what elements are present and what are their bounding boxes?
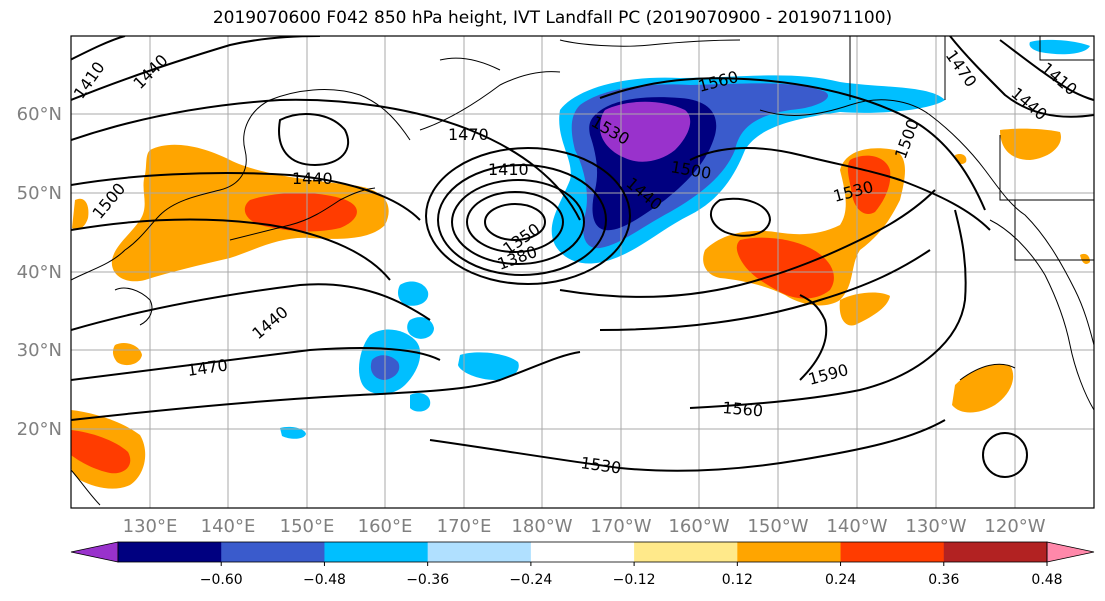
colorbar-tick-label: −0.36 xyxy=(406,572,449,588)
map-frame xyxy=(70,35,1095,509)
colorbar-extend-left xyxy=(70,541,119,563)
colorbar-box xyxy=(530,542,635,562)
lon-tick-label: 180°W xyxy=(511,516,572,537)
colorbar-labels: −0.60 −0.48 −0.36 −0.24 −0.12 0.12 0.24 0.36 0.4… xyxy=(200,562,1063,588)
coastlines xyxy=(71,36,1094,506)
lat-tick-label: 20°N xyxy=(17,419,62,440)
lat-tick-label: 40°N xyxy=(17,262,62,283)
colorbar-box xyxy=(118,542,222,562)
map-title: 2019070600 F042 850 hPa height, IVT Land… xyxy=(212,8,893,28)
contour-label: 1440 xyxy=(292,169,333,188)
colorbar-tick-label: −0.48 xyxy=(303,572,346,588)
contour-label: 1410 xyxy=(488,160,529,179)
lat-tick-label: 50°N xyxy=(17,183,62,204)
colorbar-box xyxy=(221,542,325,562)
lon-tick-label: 120°W xyxy=(984,516,1045,537)
lon-tick-label: 150°W xyxy=(747,516,808,537)
latitude-labels: 60°N 50°N 40°N 30°N 20°N xyxy=(17,104,62,440)
lat-tick-label: 30°N xyxy=(17,340,62,361)
lon-tick-label: 130°W xyxy=(905,516,966,537)
contour-label: 1560 xyxy=(722,398,764,420)
colorbar-tick-label: −0.12 xyxy=(613,572,656,588)
lon-tick-label: 150°E xyxy=(280,516,335,537)
gridlines xyxy=(71,36,1094,508)
longitude-labels: 130°E 140°E 150°E 160°E 170°E 180°W 170°… xyxy=(123,516,1046,537)
colorbar-extend-right xyxy=(1046,541,1095,563)
lon-tick-label: 140°E xyxy=(201,516,256,537)
colorbar-tick-label: 0.12 xyxy=(722,572,753,588)
colorbar-box xyxy=(737,542,842,562)
colorbar-box xyxy=(943,542,1048,562)
colorbar-box xyxy=(427,542,532,562)
contour-label: 1470 xyxy=(448,125,489,144)
height-contours xyxy=(71,36,1094,478)
colorbar-tick-label: 0.48 xyxy=(1031,572,1062,588)
lat-tick-label: 60°N xyxy=(17,104,62,125)
lon-tick-label: 140°W xyxy=(826,516,887,537)
colorbar-box xyxy=(634,542,738,562)
colorbar-tick-label: 0.36 xyxy=(928,572,959,588)
colorbar-tick-label: 0.24 xyxy=(825,572,856,588)
colorbar-tick-label: −0.60 xyxy=(200,572,243,588)
colorbar-outline xyxy=(117,541,1048,563)
lon-tick-label: 130°E xyxy=(123,516,178,537)
colorbar-box xyxy=(324,542,429,562)
lon-tick-label: 170°E xyxy=(437,516,492,537)
lon-tick-label: 160°E xyxy=(358,516,413,537)
colorbar-box xyxy=(840,542,945,562)
lon-tick-label: 160°W xyxy=(668,516,729,537)
lon-tick-label: 170°W xyxy=(590,516,651,537)
colorbar-tick-label: −0.24 xyxy=(509,572,552,588)
negative-anomaly-purple xyxy=(600,101,691,162)
colorbar xyxy=(70,541,1095,563)
